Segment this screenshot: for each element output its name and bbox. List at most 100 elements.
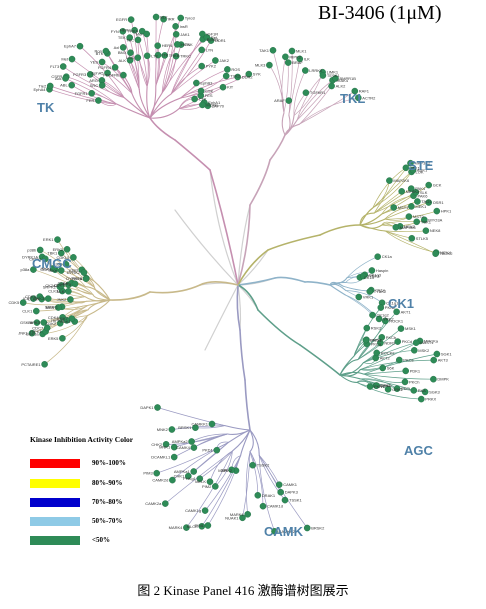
- kinase-leaf-dot: [394, 338, 402, 345]
- kinase-leaf-label: CK1e: [375, 288, 386, 293]
- kinase-leaf-label: SYK: [253, 72, 261, 77]
- tree-branch: [299, 344, 341, 376]
- kinase-leaf-label: CDK7: [54, 282, 65, 287]
- kinase-leaf-dot: [245, 70, 253, 78]
- kinase-leaf-label: BMX: [118, 50, 127, 55]
- kinase-leaf-dot: [332, 75, 339, 82]
- tree-branch: [79, 45, 125, 99]
- kinase-leaf-label: DAPK1: [140, 405, 154, 410]
- kinase-leaf-label: Haspin: [376, 268, 388, 273]
- kinase-leaf-label: MEK4: [440, 250, 452, 255]
- kinase-leaf-dot: [234, 73, 241, 81]
- tree-branch: [201, 455, 241, 527]
- kinase-leaf-dot: [62, 75, 69, 82]
- kinase-leaf-dot: [408, 234, 416, 242]
- tree-branch: [231, 429, 251, 452]
- kinase-leaf-dot: [375, 315, 383, 323]
- kinase-leaf-label: InsR: [180, 24, 188, 29]
- tree-branch: [283, 62, 289, 114]
- kinase-leaf-label: TRKB: [169, 53, 180, 58]
- kinase-leaf-label: CAMK1d: [267, 504, 283, 509]
- kinase-leaf-label: MAK: [46, 305, 55, 310]
- kinase-leaf-label: MYO3A: [428, 217, 442, 222]
- kinase-leaf-label: IKKa: [62, 281, 71, 286]
- kinase-leaf-label: CK1g1: [386, 300, 399, 305]
- tree-branch: [214, 450, 233, 487]
- kinase-leaf-label: CAMK1: [283, 482, 298, 487]
- kinase-leaf-label: TBK1: [47, 251, 58, 256]
- kinase-leaf-label: PDK1: [410, 368, 421, 373]
- tree-branch: [226, 429, 251, 435]
- group-label-agc: AGC: [404, 443, 434, 458]
- kinase-leaf-label: IKKb: [41, 266, 50, 271]
- kinase-leaf-dot: [384, 385, 392, 393]
- kinase-leaf-dot: [154, 404, 161, 411]
- kinase-leaf-dot: [30, 266, 37, 273]
- tree-branch: [373, 188, 412, 214]
- kinase-leaf-dot: [154, 51, 162, 59]
- kinase-leaf-dot: [393, 308, 400, 316]
- tree-branch: [156, 441, 230, 474]
- kinase-leaf-label: JNK1: [18, 331, 29, 336]
- kinase-leaf-label: RSK1: [380, 383, 391, 388]
- kinase-leaf-dot: [377, 304, 385, 311]
- kinase-leaf-label: MST1: [398, 205, 409, 210]
- kinase-leaf-label: JAK2: [219, 58, 229, 63]
- kinase-leaf-label: HER2: [120, 28, 131, 33]
- tree-leaves: [19, 13, 441, 535]
- kinase-leaf-dot: [86, 71, 94, 78]
- kinase-leaf-dot: [254, 491, 262, 499]
- kinase-leaf-label: MNK2: [157, 427, 169, 432]
- kinase-leaf-label: LATS2: [370, 338, 383, 343]
- tree-branch: [161, 44, 178, 94]
- kinase-leaf-dot: [275, 481, 283, 489]
- legend-label: 90%-100%: [92, 459, 126, 467]
- kinase-leaf-label: TAOK2: [440, 251, 454, 256]
- tree-branch: [293, 70, 306, 116]
- tree-branch: [204, 284, 239, 351]
- kinase-leaf-label: DRAK1: [262, 493, 276, 498]
- kinase-leaf-label: CK2a1: [45, 283, 58, 288]
- kinase-leaf-label: EphA5: [91, 71, 104, 76]
- tree-branch: [170, 49, 203, 95]
- kinase-leaf-label: TAK1: [259, 48, 269, 53]
- kinase-leaf-dot: [82, 275, 90, 283]
- kinase-leaf-dot: [402, 367, 410, 375]
- kinase-leaf-dot: [192, 424, 199, 432]
- tree-branch: [237, 249, 269, 286]
- tree-branch: [357, 320, 386, 360]
- kinase-leaf-dot: [244, 510, 251, 518]
- kinase-leaf-label: HIPK3: [28, 320, 40, 325]
- tree-branch: [237, 204, 251, 286]
- kinase-leaf-label: RIPK2: [289, 54, 301, 59]
- kinase-leaf-label: PHKg1: [183, 476, 196, 481]
- tree-branch: [269, 134, 286, 161]
- kinase-leaf-label: JNK2: [57, 297, 68, 302]
- kinase-leaf-label: PAK4: [415, 186, 426, 191]
- kinase-leaf-label: MSK1: [405, 326, 417, 331]
- tree-branch: [272, 49, 285, 114]
- group-label-ck1: CK1: [388, 296, 414, 311]
- kinase-leaf-label: MAP4K5: [400, 225, 417, 230]
- tree-branch: [296, 79, 333, 121]
- tree-branch: [360, 340, 421, 370]
- kinase-leaf-label: NEK8: [430, 228, 441, 233]
- kinase-leaf-dot: [70, 254, 77, 261]
- activity-legend: Kinase Inhibition Activity Color 90%-100…: [30, 435, 180, 550]
- tree-branch: [329, 281, 344, 287]
- kinase-leaf-label: GRK5: [381, 383, 393, 388]
- kinase-leaf-label: Tyro3: [185, 16, 196, 21]
- tree-branch: [93, 280, 111, 301]
- kinase-leaf-label: YSK1: [421, 219, 432, 224]
- kinase-leaf-dot: [359, 272, 367, 280]
- tree-branch: [299, 97, 359, 125]
- kinase-leaf-label: CDK4: [48, 315, 59, 320]
- tree-branch: [173, 433, 228, 458]
- kinase-leaf-dot: [432, 250, 439, 257]
- kinase-leaf-dot: [211, 483, 219, 490]
- kinase-leaf-dot: [67, 296, 74, 303]
- kinase-leaf-label: ZAP70: [212, 103, 225, 108]
- kinase-leaf-label: TESK1: [327, 73, 340, 78]
- tree-branch: [359, 224, 386, 232]
